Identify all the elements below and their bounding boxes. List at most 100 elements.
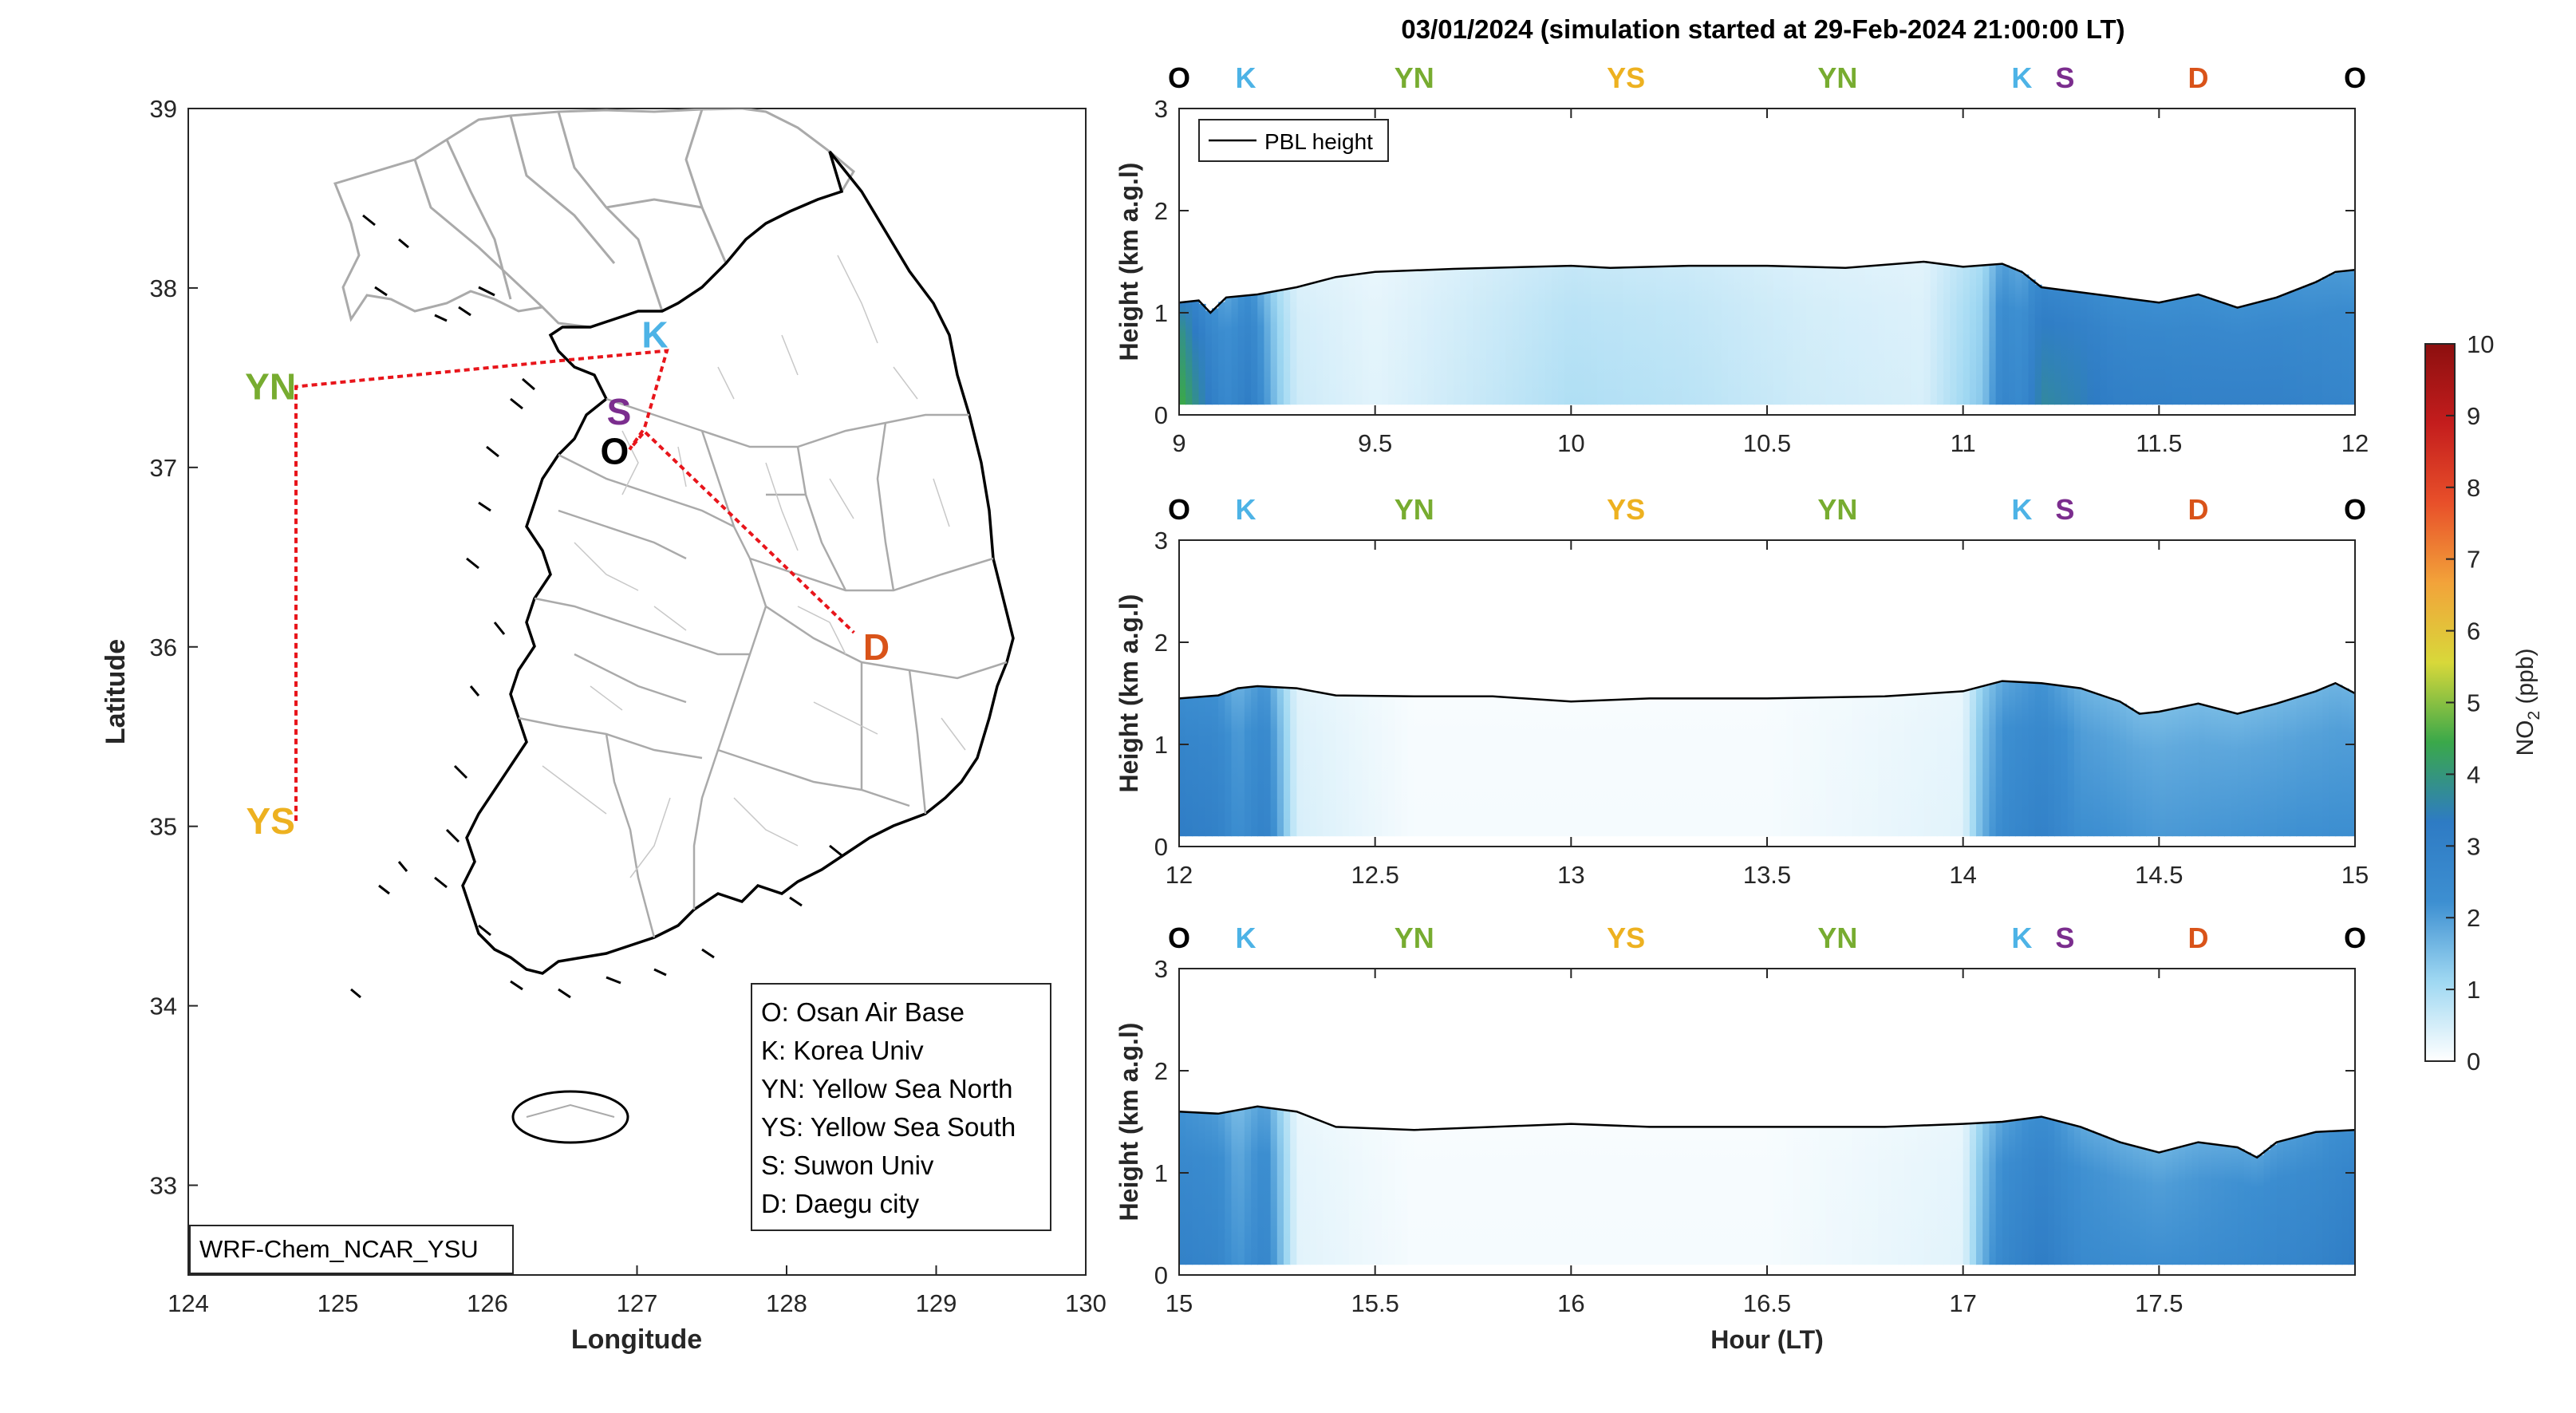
no2-column	[2211, 299, 2219, 405]
no2-column	[1218, 694, 1226, 837]
no2-column	[2145, 1150, 2153, 1265]
no2-column	[1604, 700, 1611, 837]
no2-column	[1512, 1126, 1520, 1265]
no2-heatmap	[1179, 1107, 2355, 1265]
no2-column	[1741, 1127, 1749, 1265]
colorbar-tick-label: 4	[2467, 760, 2480, 788]
no2-column	[1911, 262, 1919, 405]
no2-heatmap	[1179, 681, 2355, 837]
map-y-tick-label: 37	[150, 454, 177, 482]
no2-column	[1884, 1127, 1892, 1265]
no2-column	[2335, 1131, 2343, 1265]
no2-column	[2067, 1124, 2075, 1265]
no2-column	[1355, 1127, 1363, 1265]
map-x-label: Longitude	[571, 1324, 702, 1355]
colorbar-label-unit: (ppb)	[2512, 648, 2539, 710]
no2-column	[2315, 1131, 2323, 1265]
no2-column	[1819, 266, 1827, 405]
map-y-label: Latitude	[101, 639, 131, 744]
no2-column	[2224, 1146, 2232, 1265]
no2-column	[1858, 697, 1866, 837]
no2-column	[1499, 1126, 1507, 1265]
no2-column	[2218, 1145, 2226, 1265]
no2-column	[2185, 296, 2193, 405]
panel-x-tick-label: 15	[1166, 1289, 1193, 1317]
no2-column	[1525, 698, 1533, 837]
no2-column	[2022, 682, 2030, 837]
no2-column	[1453, 268, 1461, 405]
no2-column	[2106, 1138, 2114, 1265]
colorbar-tick-label: 2	[2467, 904, 2480, 932]
no2-column	[1878, 265, 1886, 405]
panel-y-tick-label: 0	[1154, 401, 1168, 429]
no2-column	[1936, 693, 1944, 837]
no2-column	[1864, 266, 1872, 405]
map-x-tick-label: 128	[766, 1289, 807, 1317]
site-legend-box	[751, 983, 1051, 1231]
no2-column	[1864, 697, 1872, 837]
no2-column	[2348, 691, 2355, 837]
no2-column	[1799, 266, 1807, 405]
no2-column	[2204, 1143, 2212, 1265]
no2-column	[2100, 1135, 2108, 1265]
no2-column	[1198, 303, 1206, 405]
no2-column	[1950, 692, 1958, 837]
no2-column	[1551, 1124, 1559, 1265]
no2-column	[1407, 1130, 1415, 1265]
no2-column	[1505, 697, 1513, 837]
no2-column	[1434, 696, 1442, 837]
no2-column	[1251, 686, 1259, 837]
no2-column	[1303, 284, 1311, 405]
map-y-ticks: 33 34 35 36 37 38 39	[150, 95, 198, 1200]
map-route-line	[294, 349, 855, 821]
no2-column	[1897, 1126, 1905, 1265]
panel-x-tick-label: 10	[1557, 429, 1584, 457]
no2-column	[1675, 698, 1683, 837]
no2-column	[2335, 685, 2343, 837]
no2-column	[1950, 1124, 1958, 1265]
no2-column	[2028, 682, 2036, 837]
no2-column	[2178, 707, 2186, 837]
no2-column	[1368, 696, 1376, 837]
no2-column	[1891, 696, 1899, 837]
no2-column	[1702, 1127, 1710, 1265]
no2-column	[1335, 1127, 1343, 1265]
no2-column	[2152, 1151, 2160, 1265]
no2-column	[2257, 1154, 2265, 1265]
no2-column	[1623, 699, 1631, 837]
no2-column	[1434, 269, 1442, 405]
no2-column	[1741, 698, 1749, 837]
no2-column	[1532, 1125, 1540, 1265]
no2-column	[1884, 696, 1892, 837]
no2-column	[1917, 693, 1925, 837]
no2-column	[2309, 1132, 2317, 1265]
no2-column	[1708, 1127, 1716, 1265]
no2-column	[2211, 708, 2219, 837]
no2-column	[1767, 1127, 1774, 1265]
no2-column	[1466, 696, 1474, 837]
no2-column	[1348, 1127, 1356, 1265]
no2-column	[1813, 266, 1821, 405]
route-label-s: S	[2055, 493, 2074, 526]
no2-column	[1793, 1127, 1801, 1265]
no2-column	[1420, 696, 1428, 837]
no2-column	[2081, 1128, 2089, 1265]
no2-column	[2139, 1148, 2147, 1265]
panel-y-tick-label: 2	[1154, 629, 1168, 657]
no2-column	[2257, 302, 2265, 405]
route-label-d: D	[2187, 61, 2208, 94]
model-label: WRF-Chem_NCAR_YSU	[199, 1235, 479, 1263]
no2-column	[1597, 267, 1605, 405]
map-x-tick-label: 126	[467, 1289, 508, 1317]
no2-column	[1407, 270, 1415, 405]
no2-column	[1649, 1127, 1657, 1265]
colorbar-tick-label: 9	[2467, 402, 2480, 430]
panel-x-tick-label: 16	[1557, 1289, 1584, 1317]
no2-column	[1799, 697, 1807, 837]
site-legend-entry: YS: Yellow Sea South	[761, 1112, 1016, 1142]
no2-column	[1355, 274, 1363, 405]
no2-column	[2087, 294, 2095, 405]
no2-column	[2054, 289, 2062, 405]
